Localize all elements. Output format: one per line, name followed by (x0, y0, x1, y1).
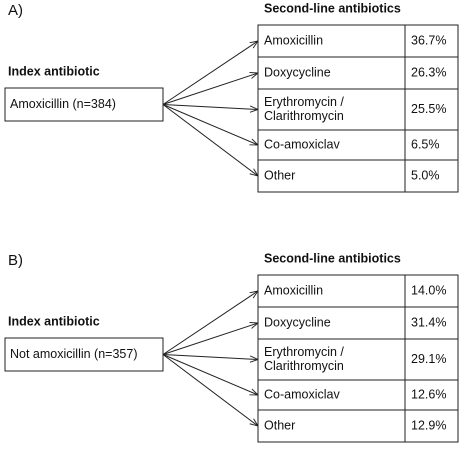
index-box-text: Not amoxicillin (n=357) (10, 347, 137, 361)
arrow (162, 41, 258, 105)
arrow (162, 354, 258, 396)
drug-name: Amoxicillin (264, 283, 323, 297)
drug-name: Clarithromycin (264, 359, 344, 373)
panel-label: A) (8, 2, 23, 19)
arrow (162, 73, 258, 105)
drug-name: Other (264, 418, 295, 432)
percent: 14.0% (411, 283, 446, 297)
drug-name: Co-amoxiclav (264, 387, 340, 401)
arrow (162, 323, 258, 355)
drug-name: Erythromycin / (264, 345, 344, 359)
arrow (162, 104, 258, 177)
arrow (162, 354, 258, 360)
percent: 36.7% (411, 33, 446, 47)
percent-cell (404, 338, 459, 381)
drug-name: Doxycycline (264, 315, 331, 329)
drug-name: Doxycycline (264, 65, 331, 79)
percent: 29.1% (411, 352, 446, 366)
second-line-heading: Second-line antibiotics (264, 1, 401, 15)
index-heading: Index antibiotic (8, 64, 100, 78)
index-heading: Index antibiotic (8, 314, 100, 328)
name-cell (257, 159, 406, 193)
index-box-text: Amoxicillin (n=384) (10, 97, 116, 111)
arrow (162, 104, 258, 146)
percent-cell (404, 274, 459, 308)
name-cell (257, 409, 406, 443)
percent-cell (404, 306, 459, 340)
arrow (162, 104, 258, 110)
percent-cell (404, 159, 459, 193)
arrow (162, 354, 258, 427)
drug-name: Amoxicillin (264, 33, 323, 47)
drug-name: Clarithromycin (264, 109, 344, 123)
percent: 6.5% (411, 137, 440, 151)
percent: 5.0% (411, 168, 440, 182)
panel-label: B) (8, 252, 23, 269)
arrow (162, 291, 258, 355)
index-box (4, 87, 164, 122)
percent-cell (404, 409, 459, 443)
drug-name: Other (264, 168, 295, 182)
name-cell (257, 24, 406, 58)
percent-cell (404, 379, 459, 411)
percent: 31.4% (411, 315, 446, 329)
percent: 25.5% (411, 102, 446, 116)
name-cell (257, 379, 406, 411)
drug-name: Co-amoxiclav (264, 137, 340, 151)
percent: 12.6% (411, 387, 446, 401)
second-line-heading: Second-line antibiotics (264, 251, 401, 265)
percent: 12.9% (411, 418, 446, 432)
percent: 26.3% (411, 65, 446, 79)
index-box (4, 337, 164, 372)
drug-name: Erythromycin / (264, 95, 344, 109)
